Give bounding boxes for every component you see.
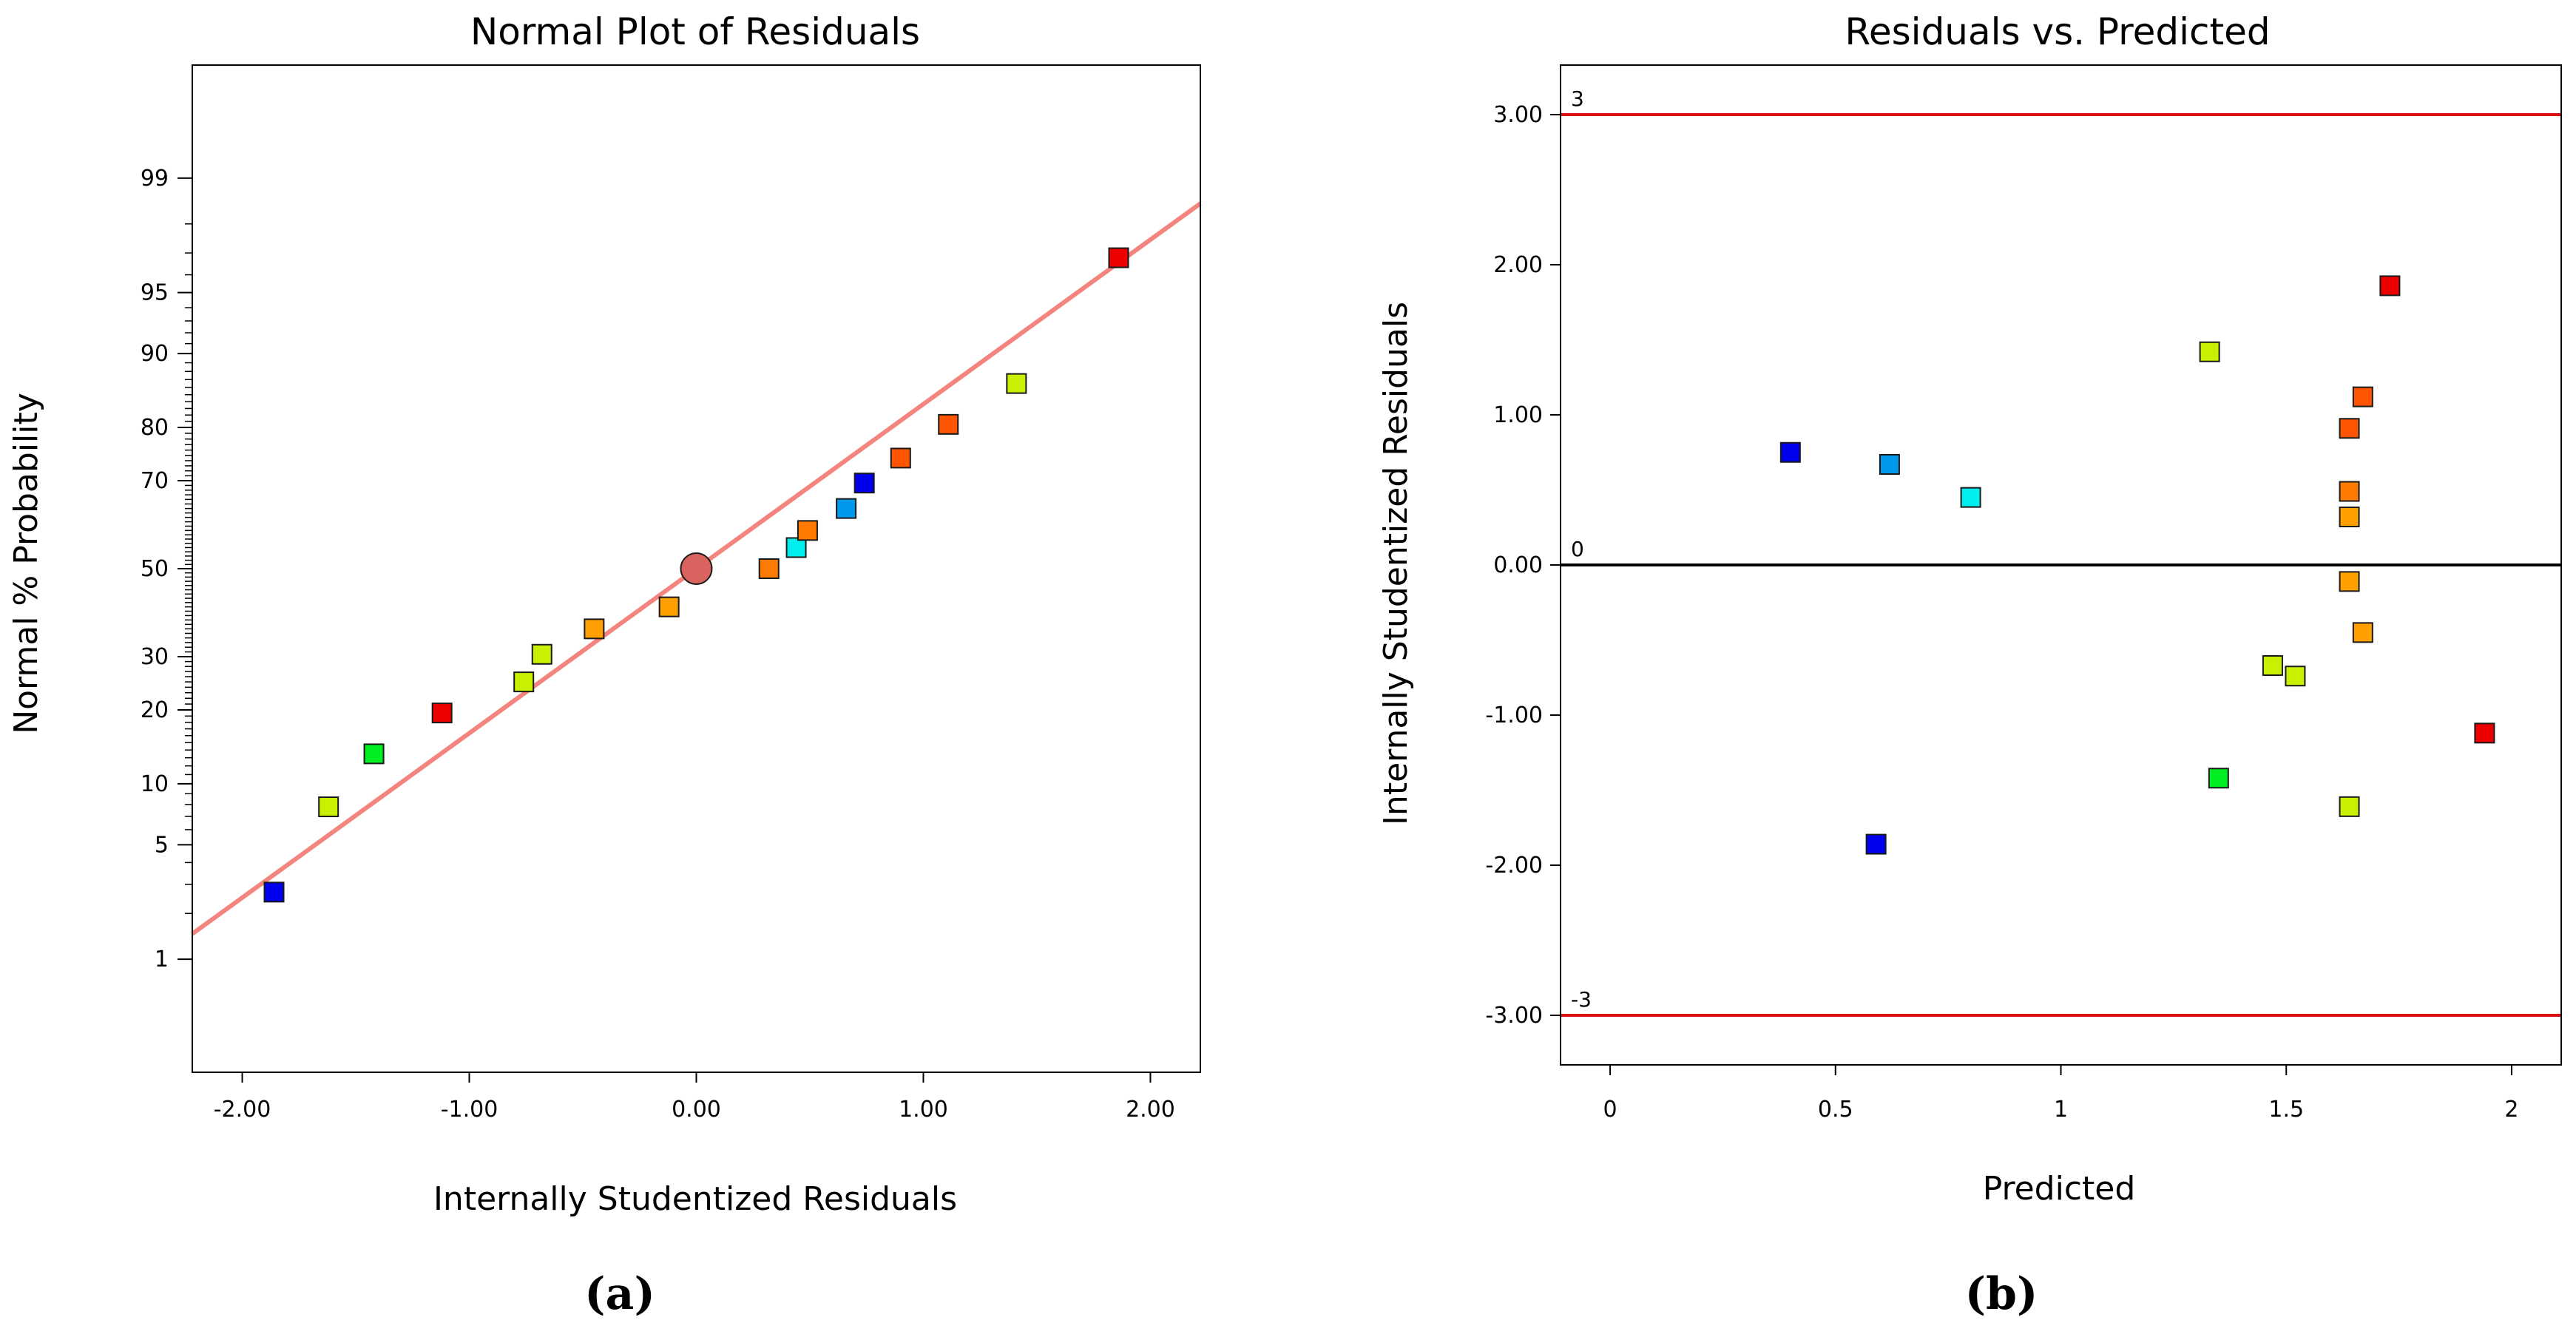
panel-b: Residuals vs. Predicted 0 0.5 1 1.5 2 -3.00 -2…	[1377, 10, 2562, 1320]
chart-a-y-tick-label-20: 20	[141, 697, 169, 723]
chart-b-y-tick-label-m2: -2.00	[1485, 853, 1543, 879]
chart-a-ticks: -2.00 -1.00 0.00 1.00 2.00 1 5 10 20 30 50 70 80 90 95…	[141, 166, 1175, 1123]
chart-a-point-5	[513, 671, 535, 693]
chart-b-y-tick-label-0: 0.00	[1493, 552, 1543, 578]
chart-b-caption: (b)	[1965, 1268, 2038, 1320]
chart-a-title: Normal Plot of Residuals	[470, 10, 920, 53]
chart-a-y-tick-label-5: 5	[155, 832, 169, 858]
chart-b-ref-label-0: 0	[1571, 537, 1584, 561]
chart-a-point-10	[785, 537, 807, 558]
chart-b-x-axis-label: Predicted	[1983, 1170, 2136, 1208]
chart-b-x-tick-label-2: 2	[2504, 1097, 2518, 1123]
chart-b-ticks: 0 0.5 1 1.5 2 -3.00 -2.00 -1.00 0.00 1.00 2.00 3.00	[1485, 102, 2518, 1123]
chart-b-point-1	[1779, 441, 1801, 463]
chart-a-point-4	[431, 703, 453, 724]
chart-a-y-tick-label-10: 10	[141, 771, 169, 797]
panel-a: Normal Plot of Residuals -2.00 -1.00 0.00 1…	[7, 10, 1202, 1320]
chart-a-center-marker	[680, 552, 713, 585]
chart-a-y-tick-label-70: 70	[141, 468, 169, 494]
chart-a-x-tick-label-2: 2.00	[1126, 1097, 1175, 1123]
chart-a-point-14	[890, 447, 911, 469]
chart-b-x-tick-label-1p5: 1.5	[2268, 1097, 2304, 1123]
chart-b-point-8	[2285, 666, 2306, 687]
chart-a-y-tick-label-99: 99	[141, 166, 169, 192]
chart-a-plot-frame	[192, 64, 1201, 1073]
chart-a-caption: (a)	[584, 1268, 655, 1320]
chart-a-point-11	[797, 520, 818, 541]
chart-a-point-13	[853, 473, 875, 494]
chart-b-point-15	[2352, 622, 2373, 643]
chart-a-point-17	[1108, 247, 1129, 268]
chart-a-point-12	[836, 498, 857, 519]
chart-a-point-7	[584, 618, 605, 640]
chart-b-point-9	[2339, 796, 2360, 817]
chart-b-x-tick-label-0p5: 0.5	[1818, 1097, 1853, 1123]
chart-b-point-11	[2352, 386, 2373, 407]
chart-a-x-tick-label-m2: -2.00	[214, 1097, 271, 1123]
chart-a-x-tick-label-1: 1.00	[899, 1097, 948, 1123]
chart-a-y-tick-label-80: 80	[141, 415, 169, 441]
chart-b-points	[1779, 275, 2495, 855]
chart-a-y-tick-label-1: 1	[155, 947, 169, 972]
chart-a-point-6	[531, 643, 552, 665]
chart-b-reference-lines: 3 0 -3	[1561, 87, 2561, 1018]
chart-a-y-tick-label-30: 30	[141, 644, 169, 670]
chart-b-point-5	[2199, 341, 2220, 362]
chart-b-point-12	[2339, 481, 2360, 502]
chart-a-y-tick-label-90: 90	[141, 341, 169, 367]
chart-a-point-3	[363, 743, 385, 765]
chart-a-point-8	[658, 596, 680, 617]
chart-a-point-9	[758, 558, 780, 579]
chart-b-y-tick-label-3: 3.00	[1493, 102, 1543, 128]
chart-b-point-10	[2339, 418, 2360, 439]
chart-b-point-3	[1960, 487, 1981, 508]
chart-b-ref-label-3: 3	[1571, 87, 1584, 111]
chart-b-point-7	[2262, 655, 2283, 677]
chart-b-ref-label-m3: -3	[1571, 987, 1592, 1012]
chart-b-x-tick-label-1: 1	[2054, 1097, 2068, 1123]
chart-a-y-tick-label-50: 50	[141, 556, 169, 582]
chart-b-y-tick-label-m3: -3.00	[1485, 1003, 1543, 1029]
chart-a-points	[263, 247, 1129, 903]
chart-a-point-1	[263, 881, 285, 903]
chart-b-point-6	[2208, 768, 2229, 789]
chart-a-x-axis-label: Internally Studentized Residuals	[433, 1180, 957, 1218]
chart-b-y-tick-label-m1: -1.00	[1485, 703, 1543, 728]
chart-b-plot-frame	[1560, 64, 2562, 1066]
chart-b-point-4	[1865, 833, 1887, 855]
chart-b-y-tick-label-1: 1.00	[1493, 402, 1543, 428]
chart-a-point-16	[1006, 373, 1027, 394]
chart-a-y-tick-label-95: 95	[141, 280, 169, 306]
chart-b-point-17	[2474, 722, 2495, 744]
chart-a-x-tick-label-0: 0.00	[672, 1097, 721, 1123]
chart-b-point-13	[2339, 507, 2360, 528]
chart-a-point-2	[318, 796, 339, 818]
chart-b-point-14	[2339, 571, 2360, 592]
chart-a-point-15	[938, 413, 959, 435]
chart-b-y-axis-label: Internally Studentized Residuals	[1377, 302, 1415, 825]
chart-b-point-16	[2379, 275, 2401, 297]
chart-b-point-2	[1879, 453, 1900, 475]
chart-a-x-tick-label-m1: -1.00	[441, 1097, 498, 1123]
chart-b-y-tick-label-2: 2.00	[1493, 252, 1543, 278]
chart-b-title: Residuals vs. Predicted	[1845, 10, 2270, 53]
chart-b-x-tick-label-0: 0	[1603, 1097, 1617, 1123]
chart-a-y-axis-label: Normal % Probability	[7, 393, 45, 734]
